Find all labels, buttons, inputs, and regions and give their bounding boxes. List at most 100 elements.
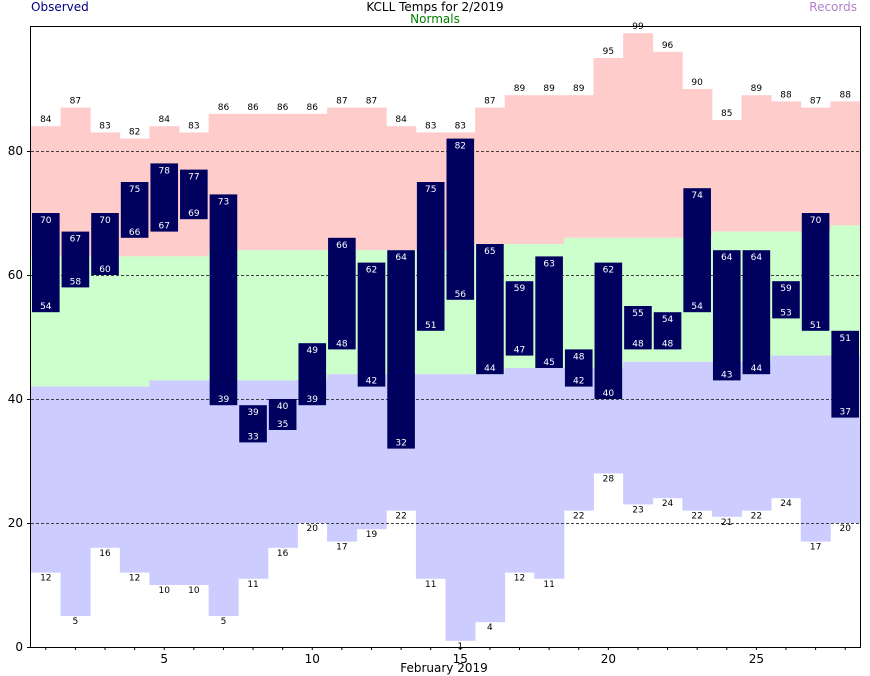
record-high-band-day-25	[741, 95, 772, 232]
record-low-label-day-7: 5	[221, 617, 227, 627]
record-high-band-day-26	[771, 101, 802, 232]
record-high-band-day-22	[652, 51, 683, 238]
observed-low-label-day-18: 45	[543, 358, 554, 368]
legend-observed: Observed	[31, 0, 89, 14]
observed-bar-day-26	[772, 281, 800, 319]
observed-low-label-day-23: 54	[691, 302, 703, 312]
observed-low-label-day-4: 66	[129, 228, 141, 238]
record-high-label-day-26: 88	[780, 90, 792, 100]
observed-bar-day-5	[150, 163, 179, 232]
normal-band-day-9	[267, 250, 298, 381]
plot-frame	[30, 26, 861, 648]
record-low-band-day-1	[31, 386, 62, 573]
observed-high-label-day-5: 78	[159, 166, 171, 176]
record-low-band-day-14	[415, 374, 446, 579]
record-low-band-day-12	[356, 374, 387, 530]
observed-low-label-day-19: 42	[573, 377, 584, 387]
record-high-label-day-23: 90	[691, 78, 703, 88]
observed-high-label-day-22: 54	[662, 315, 674, 325]
observed-low-label-day-2: 58	[70, 277, 82, 287]
observed-low-label-day-11: 48	[336, 339, 348, 349]
observed-low-label-day-28: 37	[839, 408, 850, 418]
observed-bar-day-21	[624, 306, 652, 350]
observed-low-label-day-17: 47	[514, 346, 525, 356]
observed-high-label-day-4: 75	[129, 185, 140, 195]
record-low-band-day-6	[179, 380, 210, 585]
observed-bar-day-19	[564, 349, 593, 387]
record-low-band-day-15	[445, 374, 476, 641]
record-low-band-day-21	[623, 361, 654, 505]
observed-low-label-day-3: 60	[99, 265, 111, 275]
record-high-label-day-6: 83	[188, 121, 199, 131]
record-high-band-day-9	[267, 113, 298, 251]
observed-high-label-day-17: 59	[514, 284, 526, 294]
record-low-label-day-11: 17	[336, 543, 347, 553]
record-low-band-day-27	[800, 355, 831, 542]
record-low-band-day-7	[208, 380, 239, 616]
record-low-band-day-4	[119, 386, 150, 573]
record-high-band-day-2	[60, 107, 91, 257]
record-high-band-day-19	[563, 95, 594, 238]
x-tick-label-25: 25	[749, 652, 764, 666]
record-low-band-day-2	[60, 386, 91, 616]
observed-low-label-day-10: 39	[307, 395, 319, 405]
record-low-label-day-5: 10	[159, 586, 171, 596]
observed-bar-day-15	[446, 138, 475, 300]
record-high-band-day-11	[327, 107, 358, 251]
observed-high-label-day-13: 64	[395, 253, 407, 263]
record-low-label-day-25: 22	[751, 512, 762, 522]
record-high-band-day-16	[475, 107, 506, 244]
record-low-label-day-4: 12	[129, 574, 140, 584]
y-tick-label-40: 40	[8, 392, 23, 406]
observed-bar-day-1	[32, 213, 60, 313]
record-low-label-day-3: 16	[99, 549, 111, 559]
record-low-band-day-5	[149, 380, 180, 585]
record-low-band-day-16	[475, 374, 506, 623]
observed-high-label-day-7: 73	[218, 197, 229, 207]
observed-bar-day-4	[120, 182, 149, 238]
record-high-band-day-17	[504, 95, 535, 244]
observed-bars-layer	[32, 138, 859, 449]
record-low-label-day-22: 24	[662, 499, 674, 509]
observed-bar-day-9	[268, 399, 297, 430]
observed-high-label-day-18: 63	[543, 259, 554, 269]
observed-high-label-day-12: 62	[366, 266, 377, 276]
record-high-band-day-8	[238, 113, 269, 251]
record-high-label-day-19: 89	[573, 84, 585, 94]
record-high-band-day-20	[593, 58, 624, 238]
record-low-band-day-3	[90, 386, 121, 548]
normal-band-day-8	[238, 250, 269, 381]
observed-high-label-day-14: 75	[425, 185, 436, 195]
record-high-label-day-16: 87	[484, 97, 495, 107]
normal-band-day-4	[119, 256, 150, 387]
record-low-label-day-13: 22	[395, 512, 406, 522]
observed-high-label-day-20: 62	[603, 266, 614, 276]
observed-high-label-day-6: 77	[188, 173, 199, 183]
observed-low-label-day-13: 32	[395, 439, 406, 449]
record-low-label-day-24: 21	[721, 518, 732, 528]
record-low-label-day-2: 5	[73, 617, 79, 627]
record-high-label-day-14: 83	[425, 121, 436, 131]
observed-bar-day-8	[239, 405, 267, 443]
record-high-label-day-11: 87	[336, 97, 347, 107]
normal-band-day-3	[90, 256, 121, 387]
record-high-label-day-7: 86	[218, 103, 230, 113]
observed-high-label-day-25: 64	[751, 253, 763, 263]
observed-low-label-day-25: 44	[751, 364, 763, 374]
observed-bar-day-24	[712, 250, 741, 381]
x-tick-label-5: 5	[160, 652, 168, 666]
record-low-label-day-19: 22	[573, 512, 584, 522]
observed-bar-day-16	[476, 244, 504, 375]
record-high-label-day-5: 84	[159, 115, 171, 125]
record-low-band-day-26	[771, 355, 802, 499]
record-low-label-day-8: 11	[247, 580, 258, 590]
record-low-band-day-23	[682, 361, 713, 511]
record-high-label-day-13: 84	[395, 115, 407, 125]
record-low-label-day-21: 23	[632, 505, 643, 515]
observed-high-label-day-15: 82	[455, 142, 466, 152]
observed-low-label-day-12: 42	[366, 377, 377, 387]
record-low-label-day-14: 11	[425, 580, 436, 590]
legend-normals: Normals	[410, 12, 460, 26]
record-low-label-day-23: 22	[691, 512, 702, 522]
